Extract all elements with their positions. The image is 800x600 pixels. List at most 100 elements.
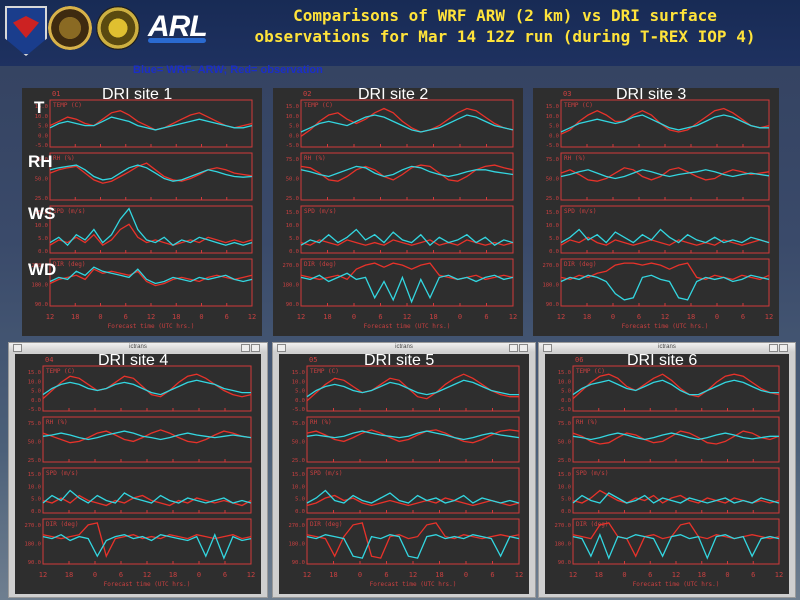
y-tick-label: 5.0 bbox=[289, 236, 299, 242]
row-name-label: SPD (m/s) bbox=[310, 470, 343, 477]
observation-line-T bbox=[300, 107, 514, 137]
y-tick-label: 90.0 bbox=[35, 302, 48, 308]
minimize-button[interactable] bbox=[509, 344, 518, 352]
y-tick-label: 0.0 bbox=[289, 133, 299, 139]
y-tick-label: 0.0 bbox=[31, 509, 41, 515]
minimize-button[interactable] bbox=[769, 344, 778, 352]
site-id-label: 03 bbox=[563, 90, 571, 98]
row-name-label: RH (%) bbox=[46, 419, 68, 426]
observation-line-RH bbox=[306, 429, 520, 444]
corps-seal-logo bbox=[96, 6, 140, 50]
y-tick-label: 10.0 bbox=[35, 223, 48, 229]
x-axis-label: Forecast time (UTC hrs.) bbox=[633, 581, 720, 588]
y-tick-label: 5.0 bbox=[38, 124, 48, 130]
row-name-label: DIR (deg) bbox=[46, 521, 79, 528]
y-tick-label: 25.0 bbox=[546, 196, 559, 202]
site-title: DRI site 3 bbox=[616, 88, 687, 103]
site-chart-svg: 04 TEMP (C) 15.0 10.0 5.0 0.0 -5.0 RH (%) 75.0 50… bbox=[24, 356, 255, 588]
x-tick-label: 0 bbox=[199, 313, 203, 321]
y-tick-label: 15.0 bbox=[558, 472, 571, 478]
site-title: DRI site 1 bbox=[102, 88, 173, 103]
y-tick-label: 180.0 bbox=[31, 283, 48, 289]
y-tick-label: 50.0 bbox=[558, 440, 571, 446]
observation-line-RH bbox=[42, 429, 252, 444]
x-tick-label: 0 bbox=[352, 313, 356, 321]
model-line-RH bbox=[572, 432, 779, 441]
maximize-button[interactable] bbox=[251, 344, 260, 352]
y-tick-label: 15.0 bbox=[35, 210, 48, 216]
observation-line-RH bbox=[560, 167, 770, 182]
minimize-button[interactable] bbox=[241, 344, 250, 352]
y-tick-label: 0.0 bbox=[38, 249, 48, 255]
x-tick-label: 0 bbox=[725, 571, 729, 579]
y-tick-label: 270.0 bbox=[31, 263, 48, 269]
y-tick-label: 10.0 bbox=[546, 114, 559, 120]
y-tick-label: 0.0 bbox=[38, 133, 48, 139]
maximize-button[interactable] bbox=[519, 344, 528, 352]
x-tick-label: 12 bbox=[765, 313, 773, 321]
site-id-label: 01 bbox=[52, 90, 60, 98]
window-titlebar[interactable]: ictrans bbox=[273, 343, 535, 352]
site-id-label: 06 bbox=[575, 356, 583, 364]
y-tick-label: 0.0 bbox=[561, 398, 571, 404]
model-line-RH bbox=[306, 430, 520, 441]
site-title: DRI site 6 bbox=[627, 354, 698, 369]
window-titlebar[interactable]: ictrans bbox=[9, 343, 267, 352]
plot-window: ictrans 06 TEMP (C) 15.0 10.0 5.0 0.0 -5.0 RH (%… bbox=[538, 342, 796, 598]
site-chart-svg: 03 TEMP (C) 15.0 10.0 5.0 0.0 -5.0 RH (%) 75.0 50… bbox=[542, 90, 773, 330]
site-panel-1: 01 TEMP (C) 15.0 10.0 5.0 0.0 -5.0 RH (%) 75.0 50… bbox=[22, 88, 262, 336]
x-tick-label: 18 bbox=[429, 313, 437, 321]
x-tick-label: 0 bbox=[715, 313, 719, 321]
y-tick-label: 180.0 bbox=[542, 283, 559, 289]
x-tick-label: 6 bbox=[225, 313, 229, 321]
observation-line-WD bbox=[572, 522, 780, 558]
maximize-button[interactable] bbox=[779, 344, 788, 352]
site-panel-2: 02 TEMP (C) 15.0 10.0 5.0 0.0 -5.0 RH (%) 75.0 50… bbox=[273, 88, 523, 336]
y-tick-label: 25.0 bbox=[286, 196, 299, 202]
x-tick-label: 6 bbox=[119, 571, 123, 579]
observation-line-WS bbox=[300, 239, 514, 246]
y-tick-label: 0.0 bbox=[549, 249, 559, 255]
y-tick-label: 50.0 bbox=[28, 440, 41, 446]
y-tick-label: 15.0 bbox=[286, 210, 299, 216]
x-tick-label: 6 bbox=[378, 313, 382, 321]
x-axis-label: Forecast time (UTC hrs.) bbox=[370, 581, 457, 588]
y-tick-label: 75.0 bbox=[28, 421, 41, 427]
model-line-WD bbox=[49, 266, 253, 285]
site-panel-4: 04 TEMP (C) 15.0 10.0 5.0 0.0 -5.0 RH (%) 75.0 50… bbox=[15, 354, 261, 594]
row-name-label: SPD (m/s) bbox=[53, 208, 86, 215]
model-line-RH bbox=[42, 430, 252, 441]
y-tick-label: 50.0 bbox=[286, 177, 299, 183]
model-line-RH bbox=[300, 165, 514, 178]
site-title: DRI site 5 bbox=[364, 354, 435, 369]
model-line-WS bbox=[49, 207, 253, 247]
site-title: DRI site 4 bbox=[98, 354, 169, 369]
x-tick-label: 12 bbox=[661, 313, 669, 321]
row-name-label: RH (%) bbox=[564, 155, 586, 162]
y-tick-label: 15.0 bbox=[292, 472, 305, 478]
window-titlebar[interactable]: ictrans bbox=[539, 343, 795, 352]
row-name-label: TEMP (C) bbox=[46, 368, 75, 375]
row-name-label: DIR (deg) bbox=[576, 521, 609, 528]
observation-line-WS bbox=[560, 236, 770, 246]
window-menu-button[interactable] bbox=[277, 344, 286, 352]
x-tick-label: 6 bbox=[741, 313, 745, 321]
x-tick-label: 12 bbox=[569, 571, 577, 579]
x-tick-label: 18 bbox=[169, 571, 177, 579]
window-menu-button[interactable] bbox=[543, 344, 552, 352]
row-axes-RH bbox=[42, 416, 252, 463]
model-line-T bbox=[42, 379, 251, 396]
y-tick-label: 180.0 bbox=[554, 542, 571, 548]
y-tick-label: 25.0 bbox=[28, 458, 41, 464]
y-tick-label: 10.0 bbox=[292, 484, 305, 490]
y-tick-label: -5.0 bbox=[286, 143, 299, 149]
window-menu-button[interactable] bbox=[13, 344, 22, 352]
y-tick-label: 15.0 bbox=[558, 370, 571, 376]
model-line-WD bbox=[42, 532, 252, 560]
row-axes-RH bbox=[49, 152, 253, 201]
y-tick-label: 25.0 bbox=[292, 458, 305, 464]
x-tick-label: 6 bbox=[637, 313, 641, 321]
x-tick-label: 12 bbox=[39, 571, 47, 579]
y-tick-label: 15.0 bbox=[35, 104, 48, 110]
